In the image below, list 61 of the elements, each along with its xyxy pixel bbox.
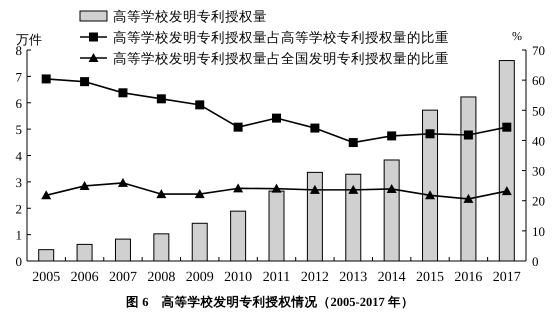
point (80, 77, 90, 86)
y2-tick-label: 50 (532, 103, 545, 118)
point (502, 186, 512, 196)
legend-label: 高等学校发明专利授权量 (113, 9, 267, 24)
point (42, 74, 51, 84)
point (41, 190, 52, 200)
point (310, 124, 320, 133)
y-tick-label: 4 (16, 148, 22, 164)
y2-tick-label: 30 (532, 164, 545, 179)
y-tick-label: 3 (16, 174, 22, 190)
y-tick-label: 5 (16, 122, 22, 138)
x-tick-label: 2013 (339, 270, 368, 285)
point (502, 122, 512, 132)
y2-tick-label: 20 (532, 194, 545, 209)
point (348, 138, 358, 148)
point (272, 184, 282, 193)
x-tick-label: 2010 (224, 270, 252, 285)
y-tick-label: 6 (16, 96, 22, 111)
y-tick-label: 1 (16, 228, 22, 243)
x-tick-label: 2012 (300, 270, 329, 285)
point (310, 184, 320, 194)
x-tick-label: 2008 (147, 270, 176, 285)
y2-tick-label: 60 (532, 73, 545, 88)
x-tick-label: 2014 (378, 270, 406, 285)
point (348, 184, 358, 194)
point (387, 131, 396, 140)
point (233, 183, 244, 192)
y2-tick-label: 10 (532, 224, 545, 239)
legend-label: 高等学校发明专利授权量占全国发明专利授权量的比重 (113, 51, 449, 66)
y-axis-title: 万件 (16, 32, 42, 47)
point (463, 194, 474, 203)
caption: 图 6 高等学校发明专利授权情况（2005-2017 年） (126, 294, 414, 309)
point (272, 114, 281, 123)
x-tick-label: 2009 (186, 270, 214, 285)
x-tick-label: 2005 (32, 270, 60, 285)
y2-tick-label: 40 (532, 133, 545, 148)
point (386, 184, 397, 193)
y2-axis-title: % (512, 29, 522, 43)
x-tick-label: 2017 (492, 270, 521, 285)
point (156, 94, 166, 104)
y2-tick-label: 0 (532, 254, 538, 269)
point (118, 178, 128, 187)
y2-tick-label: 70 (532, 43, 545, 58)
point (80, 180, 90, 190)
point (194, 189, 205, 198)
x-tick-label: 2011 (262, 270, 290, 285)
legend-label: 高等学校发明专利授权量占高等学校专利授权量的比重 (113, 30, 449, 45)
x-tick-label: 2007 (108, 270, 137, 285)
point (426, 129, 435, 138)
x-tick-label: 2016 (454, 270, 482, 285)
point (425, 190, 436, 200)
point (195, 100, 204, 110)
point (234, 122, 243, 132)
y-tick-label: 7 (16, 69, 22, 84)
x-tick-label: 2015 (416, 270, 444, 285)
y-tick-label: 0 (16, 254, 22, 269)
y-tick-label: 2 (16, 201, 22, 216)
point (156, 189, 166, 198)
point (464, 130, 473, 140)
x-tick-label: 2006 (70, 270, 99, 285)
point (118, 88, 128, 98)
